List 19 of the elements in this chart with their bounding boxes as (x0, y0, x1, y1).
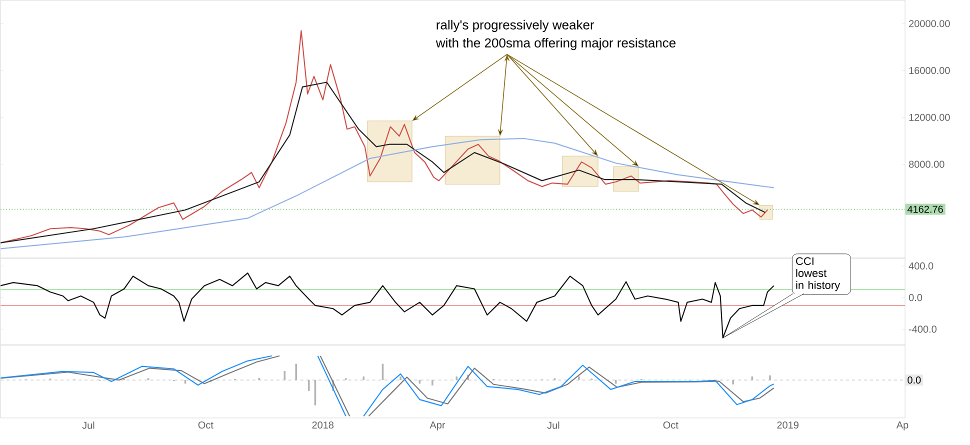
y-tick-label: 20000.00 (909, 20, 950, 28)
y-tick-label: 16000.00 (909, 67, 950, 74)
x-tick-label: Jul (82, 422, 94, 429)
y-tick-label: 0.0 (908, 294, 922, 302)
x-tick-label: Oct (663, 422, 678, 429)
ref-line-label: 4162.76 (907, 206, 943, 213)
x-tick-label: Apr (430, 422, 446, 430)
y-tick-label: 12000.00 (909, 114, 950, 121)
x-tick-label: Oct (198, 422, 214, 429)
y-tick-label: -400.0 (909, 326, 937, 333)
x-tick-label: 2018 (312, 422, 334, 429)
y-tick-label: 8000.00 (909, 160, 944, 168)
annotation: rally's progressively weaker (436, 20, 594, 32)
x-tick-label: Ap (896, 422, 908, 430)
y-tick-label: 400.0 (908, 262, 934, 270)
x-tick-label: 2019 (777, 422, 798, 429)
annotation: with the 200sma offering major resistance (436, 38, 676, 50)
annotation: CCI lowest in history (796, 257, 840, 292)
x-tick-label: Jul (547, 422, 560, 429)
